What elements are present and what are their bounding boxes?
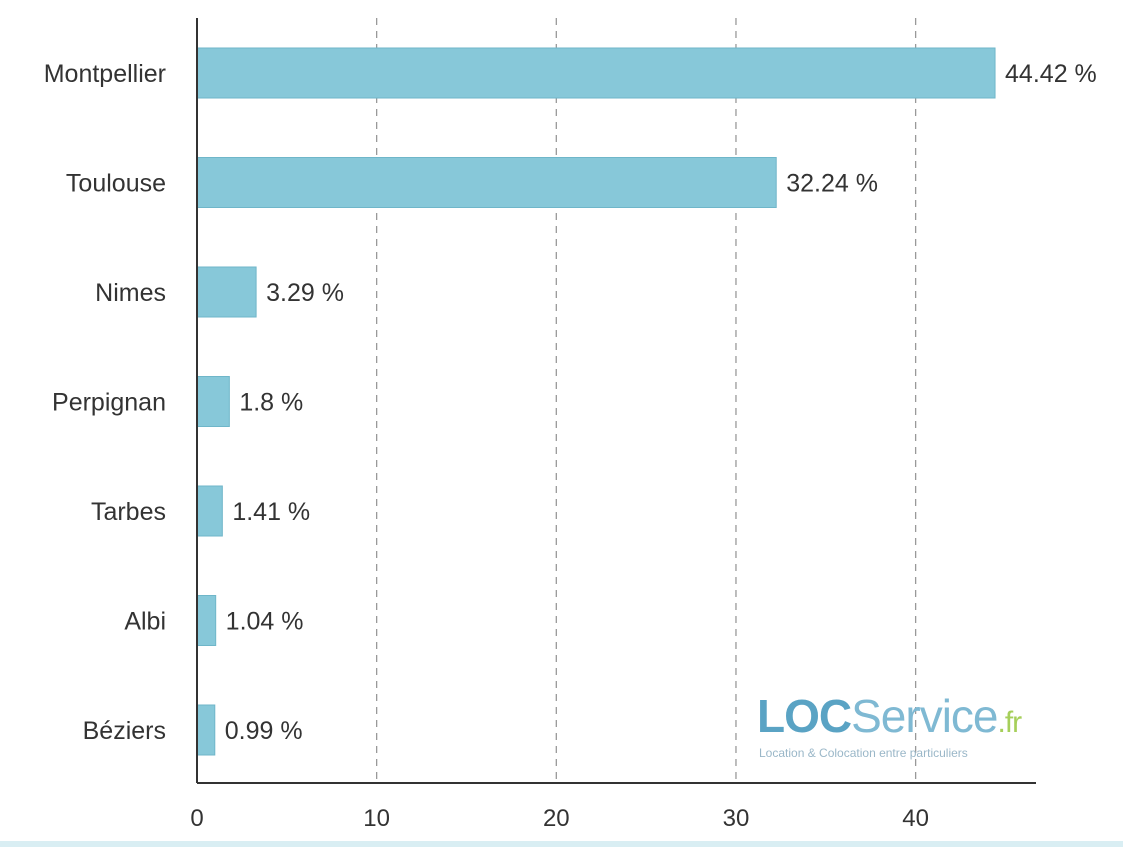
bar <box>196 704 216 756</box>
category-label: Perpignan <box>52 389 166 417</box>
x-tick-label: 30 <box>723 805 750 832</box>
value-label: 0.99 % <box>225 717 303 745</box>
x-tick-label: 0 <box>190 805 203 832</box>
logo-wordmark: LOCService.fr <box>757 690 1022 742</box>
category-labels: Montpellier Toulouse Nimes Perpignan Tarbes A… <box>44 60 166 745</box>
value-label: 3.29 % <box>266 279 344 307</box>
x-tick-label: 20 <box>543 805 570 832</box>
logo-tagline: Location & Colocation entre particuliers <box>759 746 968 760</box>
bar <box>196 595 217 646</box>
locservice-logo: LOCService.fr Location & Colocation entr… <box>757 690 1023 760</box>
category-label: Toulouse <box>66 170 166 198</box>
axes <box>196 18 1036 784</box>
category-label: Montpellier <box>44 60 166 88</box>
bar <box>196 376 230 427</box>
grid-lines <box>376 18 917 783</box>
value-label: 1.04 % <box>226 608 304 636</box>
bottom-strip <box>0 841 1123 847</box>
bar <box>196 47 996 99</box>
value-label: 1.41 % <box>232 498 310 526</box>
value-label: 1.8 % <box>239 389 303 417</box>
value-label: 32.24 % <box>786 170 878 198</box>
bar <box>196 485 223 537</box>
x-tick-label: 40 <box>902 805 929 832</box>
bar <box>196 157 777 208</box>
category-label: Béziers <box>83 717 166 745</box>
bar <box>196 266 257 318</box>
x-tick-label: 10 <box>363 805 390 832</box>
category-label: Tarbes <box>91 498 166 526</box>
category-label: Nimes <box>95 279 166 307</box>
value-labels: 44.42 % 32.24 % 3.29 % 1.8 % 1.41 % 1.04 % 0.9… <box>225 60 1097 745</box>
x-tick-labels: 0 10 20 30 40 <box>190 805 929 832</box>
value-label: 44.42 % <box>1005 60 1097 88</box>
category-label: Albi <box>124 608 166 636</box>
bars <box>196 47 996 756</box>
